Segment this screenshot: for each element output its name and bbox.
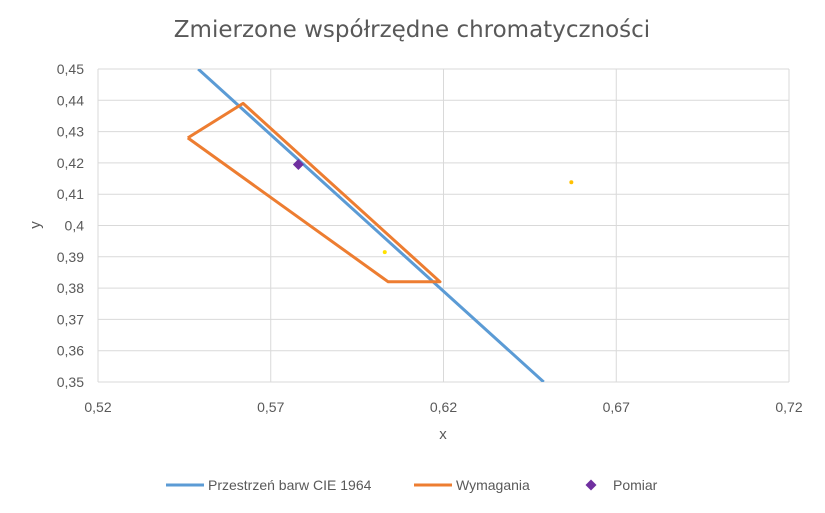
x-tick-label: 0,52 [84,399,111,415]
x-tick-labels: 0,52 0,57 0,62 0,67 0,72 [84,399,802,415]
x-tick-label: 0,62 [430,399,457,415]
data-point-pomiar [292,158,304,170]
y-tick-label: 0,4 [65,218,85,234]
x-tick-label: 0,72 [775,399,802,415]
x-tick-label: 0,57 [257,399,284,415]
y-tick-label: 0,43 [57,124,84,140]
plot-area [186,69,574,382]
y-tick-label: 0,35 [57,374,84,390]
legend-label: Wymagania [456,477,530,493]
y-tick-label: 0,44 [57,92,84,108]
chart-title: Zmierzone współrzędne chromatyczności [174,17,650,43]
y-tick-label: 0,45 [57,61,84,77]
x-tick-label: 0,67 [603,399,630,415]
legend: Przestrzeń barw CIE 1964 Wymagania Pomiar [166,477,658,493]
y-tick-label: 0,41 [57,186,84,202]
y-tick-label: 0,38 [57,280,84,296]
stray-point [569,180,574,185]
y-axis-label: y [27,221,44,229]
y-tick-label: 0,36 [57,343,84,359]
legend-swatch [585,479,597,491]
series-line-przestrze-barw-cie-1964 [197,69,545,382]
x-axis-label: x [439,426,447,443]
series-line-wymagania [186,101,442,284]
grid [97,68,790,383]
y-tick-label: 0,42 [57,155,84,171]
y-tick-label: 0,37 [57,311,84,327]
stray-point [382,250,387,255]
legend-label: Pomiar [613,477,658,493]
y-tick-labels: 0,35 0,36 0,37 0,38 0,39 0,4 0,41 0,42 0,43 0,44 0… [57,61,84,390]
y-tick-label: 0,39 [57,249,84,265]
legend-label: Przestrzeń barw CIE 1964 [208,477,372,493]
